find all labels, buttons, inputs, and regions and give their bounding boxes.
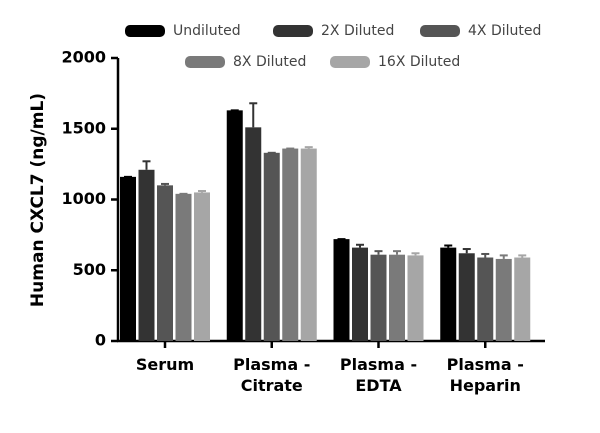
bar bbox=[226, 110, 243, 341]
bar bbox=[175, 193, 192, 341]
bar bbox=[120, 176, 136, 341]
y-tick-label: 2000 bbox=[61, 48, 106, 67]
legend-label: 2X Diluted bbox=[321, 23, 394, 39]
bar bbox=[477, 257, 494, 341]
bar bbox=[138, 169, 155, 341]
legend-label: Undiluted bbox=[173, 23, 241, 39]
legend-swatch bbox=[420, 25, 460, 37]
bar bbox=[389, 254, 405, 341]
y-axis-label: Human CXCL7 (ng/mL) bbox=[28, 93, 48, 307]
bar bbox=[245, 127, 262, 342]
legend-label: 16X Diluted bbox=[378, 54, 460, 70]
bar bbox=[300, 148, 317, 341]
legend-label: 4X Diluted bbox=[468, 23, 541, 39]
legend-swatch bbox=[273, 25, 313, 37]
bar bbox=[194, 192, 210, 341]
legend-swatch bbox=[185, 56, 225, 68]
y-tick-label: 0 bbox=[95, 331, 106, 350]
bar bbox=[282, 148, 299, 341]
bar bbox=[263, 152, 280, 341]
y-tick-label: 1000 bbox=[61, 189, 106, 208]
y-tick-label: 500 bbox=[73, 260, 106, 279]
bar bbox=[407, 255, 424, 341]
x-tick-label: Plasma - Heparin bbox=[446, 355, 524, 395]
x-tick-label: Serum bbox=[135, 355, 195, 374]
bar bbox=[370, 254, 387, 341]
bar bbox=[440, 247, 457, 341]
legend-swatch bbox=[330, 56, 370, 68]
bar bbox=[352, 247, 368, 341]
legend-label: 8X Diluted bbox=[233, 54, 306, 70]
legend-swatch bbox=[125, 25, 165, 37]
bar bbox=[333, 239, 350, 341]
bar bbox=[495, 258, 512, 341]
y-tick-label: 1500 bbox=[61, 118, 106, 137]
x-tick-label: Plasma - EDTA bbox=[339, 355, 418, 395]
bar bbox=[157, 185, 173, 341]
bar bbox=[514, 257, 531, 341]
bar bbox=[458, 253, 475, 341]
x-tick-label: Plasma - Citrate bbox=[233, 355, 311, 395]
